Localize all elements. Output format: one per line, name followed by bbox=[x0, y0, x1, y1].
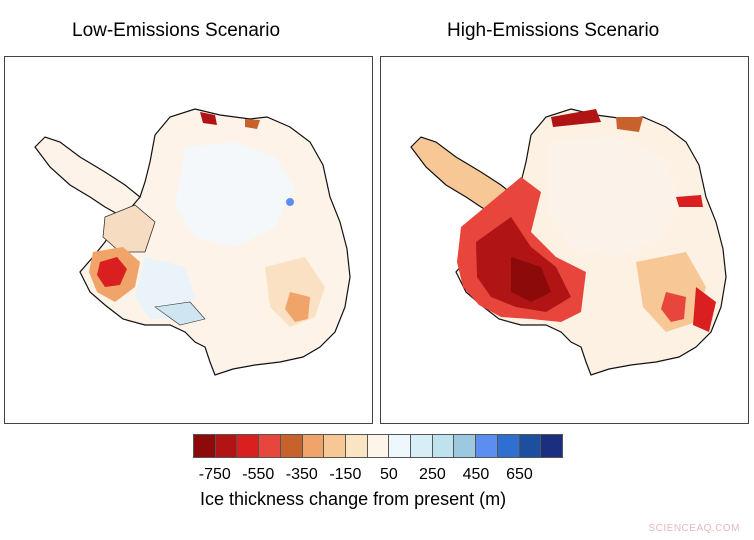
legend-tick-label: -150 bbox=[329, 466, 362, 483]
legend-tick-label: 250 bbox=[419, 466, 446, 483]
orange-core bbox=[661, 292, 686, 322]
legend-swatch bbox=[367, 435, 390, 457]
coastal-loss bbox=[551, 109, 601, 127]
legend-swatch bbox=[324, 435, 346, 457]
high-emissions-map bbox=[380, 56, 749, 424]
legend-swatch bbox=[302, 435, 325, 457]
coastal-loss bbox=[245, 119, 260, 129]
legend-tick-label: 650 bbox=[506, 466, 533, 483]
legend-tick-label: -350 bbox=[285, 466, 318, 483]
right-panel-title: High-Emissions Scenario bbox=[447, 20, 660, 41]
color-legend bbox=[193, 434, 563, 458]
legend-swatch bbox=[215, 435, 238, 457]
gain-spot bbox=[286, 198, 294, 206]
legend-tick-label: 450 bbox=[462, 466, 490, 483]
legend-swatch bbox=[454, 435, 477, 457]
legend-swatch bbox=[280, 435, 303, 457]
high-emissions-map-graphic bbox=[410, 108, 727, 376]
legend-swatch bbox=[194, 435, 216, 457]
low-emissions-map-graphic bbox=[34, 108, 351, 376]
antarctic-peninsula bbox=[410, 136, 517, 218]
legend-swatch bbox=[476, 435, 498, 457]
legend-tick-label: 50 bbox=[379, 466, 398, 483]
antarctic-peninsula bbox=[34, 136, 141, 218]
light-orange-patch bbox=[265, 257, 325, 327]
legend-swatch bbox=[259, 435, 281, 457]
legend-swatch bbox=[389, 435, 412, 457]
legend-axis-label: Ice thickness change from present (m) bbox=[200, 489, 507, 509]
legend-swatch bbox=[411, 435, 433, 457]
legend-swatch bbox=[519, 435, 542, 457]
red-loss-core bbox=[97, 257, 127, 287]
left-panel-title: Low-Emissions Scenario bbox=[72, 20, 281, 41]
pale-interior bbox=[546, 137, 681, 257]
coastal-loss bbox=[616, 117, 643, 132]
legend-swatch bbox=[345, 435, 368, 457]
coastal-loss bbox=[676, 195, 703, 207]
legend-tick-labels: -750 -550 -350 -150 50 250 450 650 bbox=[193, 466, 563, 488]
orange-patch bbox=[636, 252, 706, 332]
coastal-loss bbox=[693, 287, 716, 332]
legend-swatch bbox=[432, 435, 455, 457]
legend-swatch bbox=[497, 435, 520, 457]
red-loss-deep bbox=[511, 257, 551, 302]
gain-patch bbox=[154, 301, 206, 326]
legend-tick-label: -750 bbox=[198, 466, 231, 483]
legend-swatch bbox=[541, 435, 562, 457]
coastal-loss bbox=[200, 112, 217, 125]
ross-shelf bbox=[102, 204, 156, 253]
pale-blue-region bbox=[175, 142, 295, 247]
low-emissions-map bbox=[4, 56, 373, 424]
legend-tick-label: -550 bbox=[242, 466, 275, 483]
legend-swatch bbox=[237, 435, 260, 457]
orange-patch bbox=[285, 292, 310, 322]
watermark: SCIENCEAQ.COM bbox=[648, 523, 740, 534]
